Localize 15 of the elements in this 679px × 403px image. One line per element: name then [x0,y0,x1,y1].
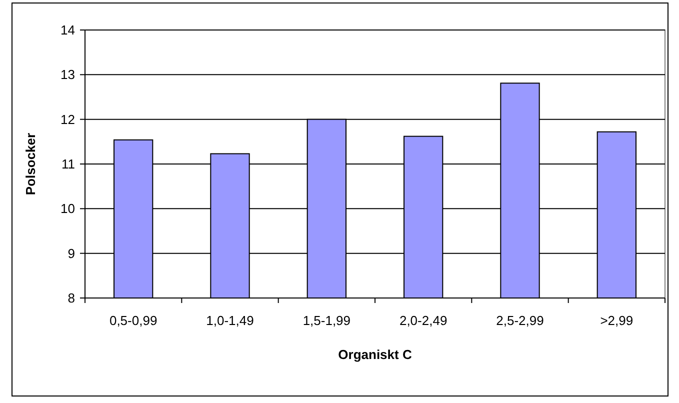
y-tick-label: 12 [60,112,75,127]
y-tick-label: 14 [60,22,75,38]
y-tick-label: 10 [60,201,75,216]
x-tick-label: 1,5-1,99 [302,313,351,328]
x-tick-label: >2,99 [600,313,634,328]
x-tick-label: 2,5-2,99 [496,313,544,328]
x-tick-label: 1,0-1,49 [206,313,254,328]
y-tick-label: 8 [68,290,75,306]
x-tick-label: 2,0-2,49 [399,313,448,328]
y-tick-label: 9 [68,246,75,261]
x-axis-title: Organiskt C [338,347,412,362]
y-tick-label: 11 [62,156,75,172]
y-axis-title: Polsocker [23,132,38,196]
y-tick-label: 13 [60,67,75,82]
x-tick-label: 0,5-0,99 [109,313,158,328]
